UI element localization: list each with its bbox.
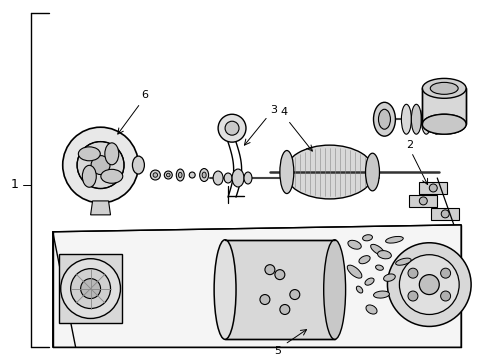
Ellipse shape (365, 278, 374, 285)
Circle shape (290, 289, 300, 300)
Polygon shape (53, 225, 461, 347)
Polygon shape (409, 195, 437, 207)
Polygon shape (419, 182, 447, 194)
Ellipse shape (176, 169, 184, 181)
Ellipse shape (421, 104, 431, 134)
Text: 1: 1 (11, 179, 19, 192)
Ellipse shape (431, 104, 441, 134)
Text: 5: 5 (274, 346, 281, 356)
Ellipse shape (430, 82, 458, 94)
Circle shape (260, 294, 270, 305)
Ellipse shape (370, 244, 384, 255)
Ellipse shape (153, 173, 158, 177)
Ellipse shape (150, 170, 160, 180)
Polygon shape (225, 240, 335, 339)
Ellipse shape (232, 169, 244, 187)
Ellipse shape (213, 171, 223, 185)
Ellipse shape (167, 173, 170, 177)
Ellipse shape (178, 172, 182, 178)
Ellipse shape (101, 169, 123, 183)
Ellipse shape (164, 171, 172, 179)
Circle shape (419, 275, 439, 294)
Ellipse shape (384, 274, 395, 281)
Circle shape (71, 269, 111, 309)
Ellipse shape (348, 240, 361, 249)
Ellipse shape (356, 286, 363, 293)
Circle shape (63, 127, 138, 203)
Polygon shape (91, 201, 111, 215)
Ellipse shape (395, 258, 411, 265)
Circle shape (441, 291, 451, 301)
Ellipse shape (82, 165, 97, 187)
Polygon shape (422, 88, 466, 124)
Ellipse shape (347, 265, 362, 278)
Ellipse shape (422, 114, 466, 134)
Circle shape (218, 114, 246, 142)
Circle shape (429, 184, 437, 192)
Ellipse shape (412, 104, 421, 134)
Ellipse shape (244, 172, 252, 184)
Ellipse shape (378, 109, 391, 129)
Ellipse shape (422, 78, 466, 98)
Ellipse shape (224, 173, 232, 183)
Ellipse shape (430, 118, 458, 130)
Circle shape (408, 291, 418, 301)
Circle shape (388, 243, 471, 327)
Ellipse shape (363, 235, 372, 241)
Ellipse shape (373, 102, 395, 136)
Ellipse shape (280, 150, 294, 194)
Circle shape (419, 197, 427, 205)
Ellipse shape (375, 265, 383, 270)
Ellipse shape (324, 240, 345, 339)
Ellipse shape (373, 291, 390, 298)
Polygon shape (431, 208, 459, 220)
Circle shape (265, 265, 275, 275)
Circle shape (275, 270, 285, 280)
Circle shape (408, 268, 418, 278)
Circle shape (399, 255, 459, 315)
Ellipse shape (359, 256, 370, 264)
Ellipse shape (401, 104, 412, 134)
Ellipse shape (78, 147, 100, 161)
Polygon shape (59, 254, 122, 323)
Circle shape (225, 121, 239, 135)
Ellipse shape (378, 251, 392, 259)
Circle shape (61, 259, 121, 319)
Ellipse shape (202, 172, 206, 178)
Ellipse shape (105, 143, 119, 165)
Circle shape (91, 156, 110, 175)
Text: 2: 2 (406, 140, 413, 150)
Circle shape (441, 268, 451, 278)
Ellipse shape (200, 168, 209, 181)
Ellipse shape (285, 145, 374, 199)
Text: 3: 3 (270, 105, 277, 115)
Text: 6: 6 (141, 90, 148, 100)
Ellipse shape (366, 305, 377, 314)
Circle shape (77, 141, 124, 189)
Ellipse shape (132, 156, 145, 174)
Ellipse shape (189, 172, 195, 178)
Circle shape (280, 305, 290, 315)
Ellipse shape (386, 237, 403, 243)
Ellipse shape (366, 153, 379, 191)
Circle shape (81, 279, 100, 298)
Text: 4: 4 (280, 107, 288, 117)
Ellipse shape (422, 114, 466, 134)
Ellipse shape (214, 240, 236, 339)
Circle shape (441, 210, 449, 218)
